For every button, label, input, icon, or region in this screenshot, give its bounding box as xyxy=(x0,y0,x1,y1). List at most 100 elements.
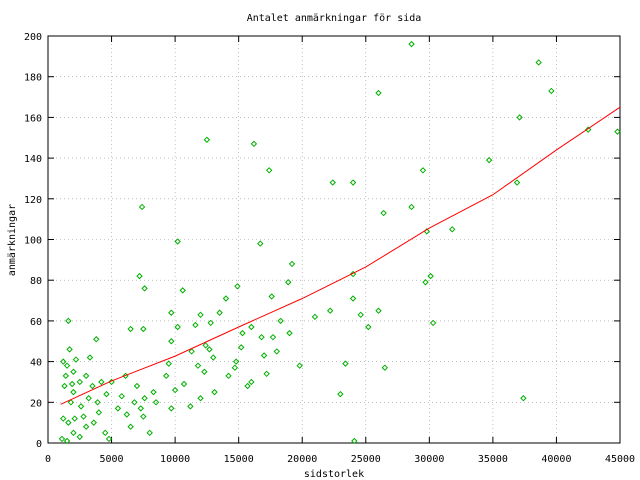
point xyxy=(258,333,265,341)
x-tick-label: 20000 xyxy=(287,454,317,465)
point xyxy=(62,372,70,380)
point xyxy=(131,399,138,406)
point xyxy=(72,356,80,363)
point xyxy=(516,114,523,121)
y-tick-label: 40 xyxy=(30,358,42,369)
point xyxy=(95,409,103,416)
y-tick-label: 120 xyxy=(24,195,42,206)
point xyxy=(375,89,382,97)
point xyxy=(140,413,147,420)
point xyxy=(485,156,493,164)
point xyxy=(211,388,218,396)
point xyxy=(548,87,555,95)
x-tick-label: 5000 xyxy=(100,454,124,465)
point xyxy=(82,372,90,380)
point xyxy=(288,260,296,268)
point xyxy=(337,390,344,398)
point xyxy=(206,346,213,353)
point xyxy=(231,364,239,371)
point xyxy=(171,386,179,394)
point xyxy=(103,390,110,398)
point xyxy=(197,395,204,402)
point xyxy=(90,419,97,426)
point xyxy=(114,405,122,412)
point xyxy=(326,307,334,314)
point xyxy=(123,411,131,418)
point xyxy=(329,179,336,186)
point xyxy=(60,415,67,422)
point xyxy=(216,309,223,316)
y-tick-label: 200 xyxy=(24,32,42,43)
point xyxy=(58,435,66,443)
point xyxy=(150,388,157,396)
point xyxy=(375,307,382,314)
y-tick-label: 80 xyxy=(30,276,42,287)
point xyxy=(85,395,92,402)
point xyxy=(118,392,125,400)
point xyxy=(82,423,90,430)
point xyxy=(63,362,71,369)
point xyxy=(140,325,147,333)
point xyxy=(257,240,264,247)
x-tick-label: 10000 xyxy=(160,454,190,465)
y-tick-label: 140 xyxy=(24,154,42,165)
point xyxy=(614,128,621,135)
point xyxy=(429,319,437,327)
point xyxy=(71,415,78,422)
point xyxy=(194,362,202,369)
x-tick-label: 45000 xyxy=(605,454,635,465)
y-tick-label: 180 xyxy=(24,73,42,84)
point xyxy=(136,272,143,280)
point xyxy=(65,419,72,426)
point xyxy=(234,283,241,290)
point xyxy=(260,352,268,359)
point xyxy=(165,360,172,367)
point xyxy=(168,309,175,316)
point xyxy=(349,295,357,302)
point xyxy=(70,368,77,375)
point xyxy=(179,287,186,294)
fit-line xyxy=(60,106,621,405)
point xyxy=(197,311,204,319)
point xyxy=(101,429,109,437)
x-tick-label: 25000 xyxy=(351,454,381,465)
point xyxy=(163,372,170,380)
point xyxy=(342,360,349,367)
point xyxy=(60,358,67,365)
point xyxy=(225,372,232,380)
point xyxy=(311,313,319,321)
point xyxy=(77,403,85,410)
point xyxy=(67,399,75,406)
point xyxy=(86,354,94,361)
point xyxy=(202,342,209,349)
chart-title: Antalet anmärkningar för sida xyxy=(247,13,422,24)
x-axis-label: sidstorlek xyxy=(304,469,364,480)
point xyxy=(277,317,284,325)
point xyxy=(61,382,68,390)
point xyxy=(520,395,527,402)
point xyxy=(192,321,199,329)
point xyxy=(365,323,372,331)
point xyxy=(381,364,389,371)
point xyxy=(76,433,83,441)
point xyxy=(535,59,542,66)
point xyxy=(133,382,141,390)
point xyxy=(68,380,76,388)
point xyxy=(89,382,96,390)
point xyxy=(168,405,175,412)
point xyxy=(422,279,429,286)
point xyxy=(76,378,83,386)
point xyxy=(203,136,211,143)
y-tick-label: 160 xyxy=(24,113,42,124)
point xyxy=(513,179,521,186)
point xyxy=(93,336,100,343)
point xyxy=(357,311,364,319)
point xyxy=(138,203,146,211)
point xyxy=(273,348,281,355)
point xyxy=(408,40,415,48)
point xyxy=(187,403,194,410)
point xyxy=(168,338,175,345)
point xyxy=(70,388,77,396)
point xyxy=(250,140,258,148)
